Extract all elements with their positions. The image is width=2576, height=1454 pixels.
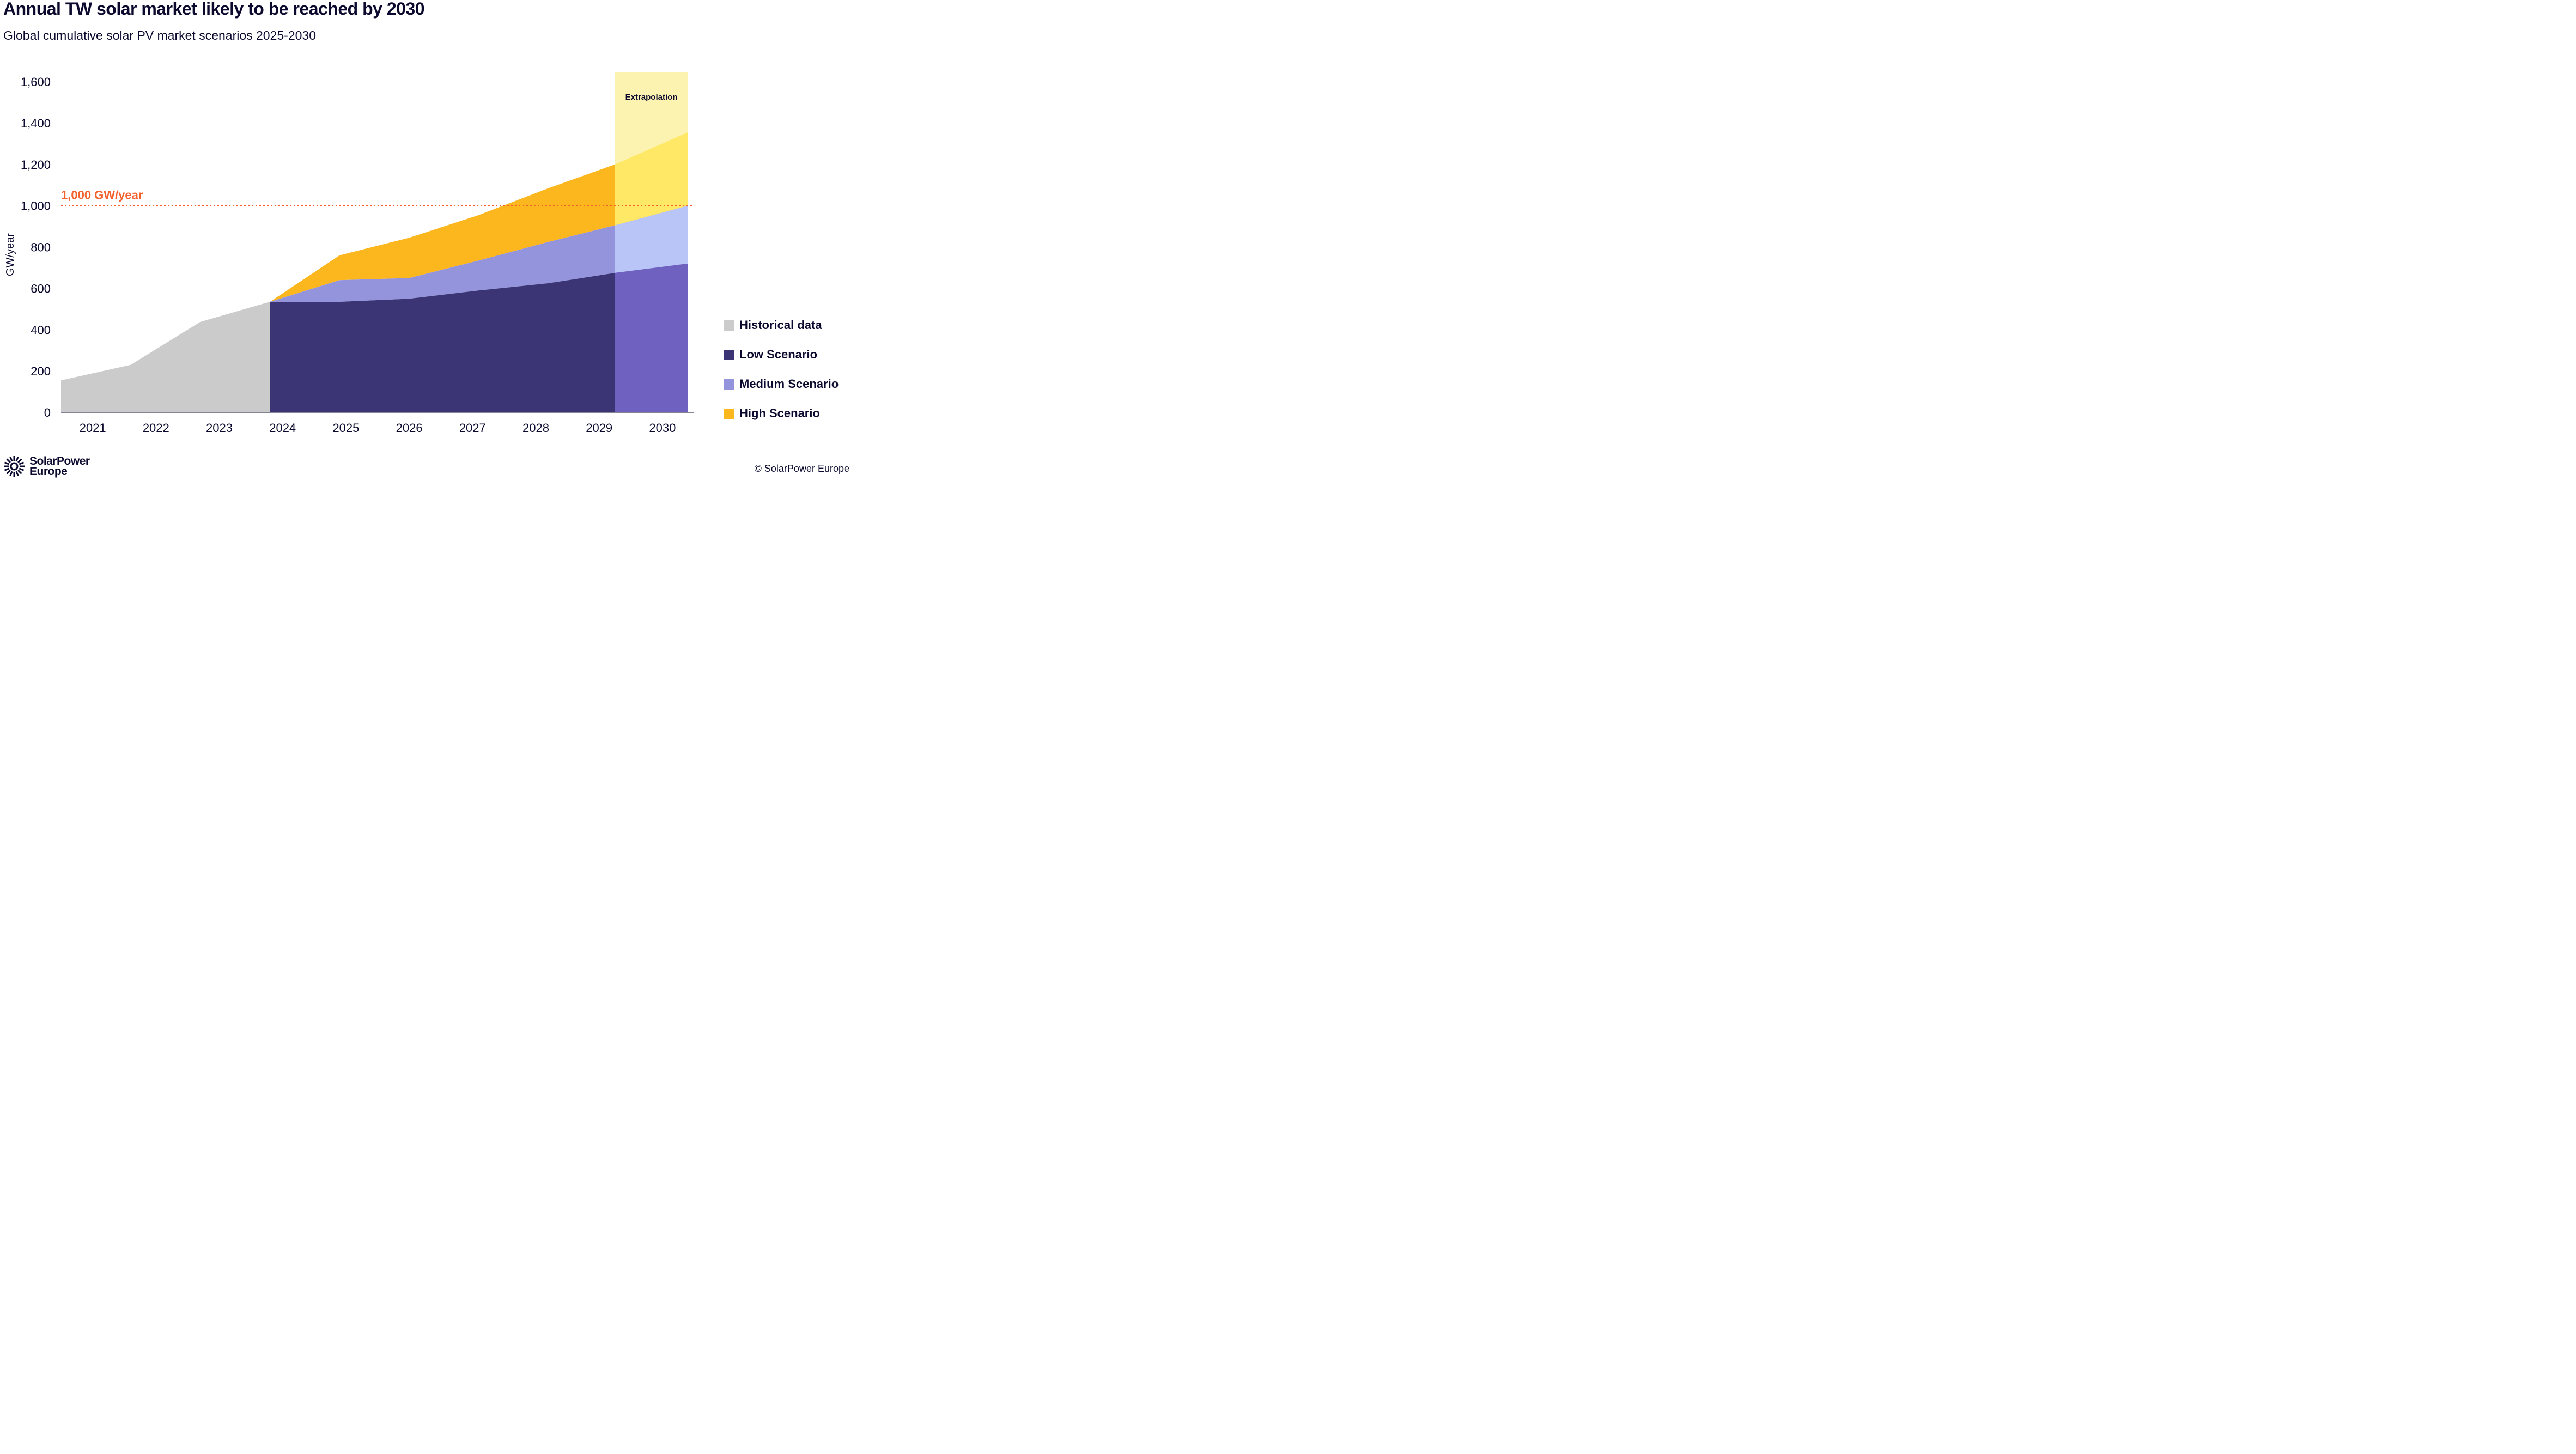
legend-label: Medium Scenario bbox=[739, 377, 839, 391]
sun-ray bbox=[4, 467, 10, 471]
y-tick-label: 200 bbox=[31, 364, 51, 378]
y-tick-label: 1,200 bbox=[21, 158, 51, 172]
y-axis-label: GW/year bbox=[4, 233, 16, 276]
sun-ray bbox=[6, 458, 11, 463]
legend-item-historical: Historical data bbox=[724, 311, 839, 340]
area-low-scenario bbox=[270, 263, 688, 412]
extrapolation-high bbox=[615, 132, 688, 226]
chart-title: Annual TW solar market likely to be reac… bbox=[3, 0, 425, 19]
legend: Historical data Low Scenario Medium Scen… bbox=[724, 311, 839, 428]
legend-item-low: Low Scenario bbox=[724, 340, 839, 369]
legend-swatch-medium bbox=[724, 379, 734, 390]
x-tick-label: 2023 bbox=[206, 421, 233, 435]
solarpower-europe-logo: SolarPower Europe bbox=[3, 455, 90, 477]
x-tick-label: 2029 bbox=[586, 421, 612, 435]
area-medium-scenario bbox=[270, 205, 688, 302]
chart-areas bbox=[61, 132, 688, 412]
x-tick-label: 2028 bbox=[523, 421, 549, 435]
legend-swatch-low bbox=[724, 349, 734, 360]
y-tick-label: 1,000 bbox=[21, 199, 51, 213]
y-axis: 0 200 400 600 800 1,000 1,200 1,400 1,600 bbox=[21, 75, 51, 419]
y-tick-label: 600 bbox=[31, 282, 51, 295]
chart: Extrapolation 1,000 GW/year 0 200 400 600 80… bbox=[4, 72, 694, 435]
sun-ray bbox=[9, 456, 13, 462]
extrapolation-medium bbox=[615, 205, 688, 273]
chart-subtitle: Global cumulative solar PV market scenar… bbox=[3, 28, 317, 42]
x-tick-label: 2021 bbox=[80, 421, 106, 435]
extrapolation-region: Extrapolation bbox=[615, 72, 688, 412]
area-high-scenario bbox=[270, 132, 688, 302]
legend-label: Historical data bbox=[739, 318, 822, 332]
sun-ray bbox=[4, 461, 10, 465]
sun-ray bbox=[17, 458, 22, 463]
legend-swatch-high bbox=[724, 408, 734, 419]
sun-ray bbox=[17, 470, 22, 474]
legend-item-high: High Scenario bbox=[724, 399, 839, 428]
x-tick-label: 2022 bbox=[143, 421, 169, 435]
y-tick-label: 1,400 bbox=[21, 117, 51, 130]
legend-item-medium: Medium Scenario bbox=[724, 369, 839, 399]
x-tick-label: 2025 bbox=[332, 421, 359, 435]
reference-line-label: 1,000 GW/year bbox=[61, 188, 143, 202]
extrapolation-label: Extrapolation bbox=[625, 93, 678, 102]
legend-label: Low Scenario bbox=[739, 348, 818, 361]
sun-ray bbox=[15, 471, 19, 477]
legend-label: High Scenario bbox=[739, 406, 820, 420]
sun-ray bbox=[9, 471, 13, 477]
extrapolation-low bbox=[615, 263, 688, 412]
extrapolation-top bbox=[615, 72, 688, 165]
x-axis: 2021 2022 2023 2024 2025 2026 2027 2028 2029 2030 bbox=[61, 412, 694, 435]
x-tick-label: 2026 bbox=[396, 421, 423, 435]
x-tick-label: 2030 bbox=[649, 421, 676, 435]
sun-ray bbox=[15, 456, 19, 462]
y-tick-label: 1,600 bbox=[21, 75, 51, 89]
y-tick-label: 800 bbox=[31, 241, 51, 254]
legend-swatch-historical bbox=[724, 320, 734, 331]
sun-icon bbox=[4, 456, 25, 477]
y-tick-label: 0 bbox=[44, 406, 51, 419]
x-tick-label: 2027 bbox=[459, 421, 486, 435]
copyright: © SolarPower Europe bbox=[754, 463, 849, 474]
sun-ray bbox=[6, 470, 11, 474]
reference-line-group: 1,000 GW/year bbox=[61, 188, 694, 206]
sun-ray bbox=[19, 467, 25, 471]
logo-line-1: SolarPower bbox=[29, 455, 90, 467]
y-tick-label: 400 bbox=[31, 323, 51, 337]
area-historical-data bbox=[61, 302, 270, 412]
sun-ray bbox=[19, 461, 25, 465]
logo-line-2: Europe bbox=[29, 465, 68, 478]
x-tick-label: 2024 bbox=[269, 421, 296, 435]
